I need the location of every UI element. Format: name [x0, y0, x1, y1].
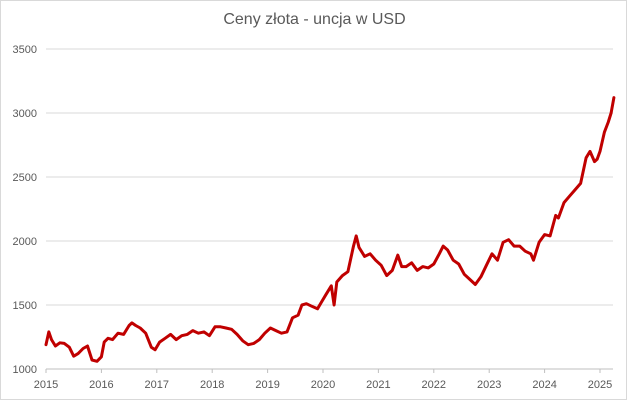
y-tick-label: 3000 [13, 108, 37, 120]
x-tick-label: 2020 [311, 379, 335, 391]
x-tick-label: 2016 [89, 379, 113, 391]
x-tick-label: 2025 [588, 379, 612, 391]
x-tick-label: 2019 [255, 379, 279, 391]
x-tick-label: 2017 [145, 379, 169, 391]
x-tick-label: 2015 [34, 379, 58, 391]
x-tick-label: 2024 [532, 379, 556, 391]
x-tick-label: 2023 [477, 379, 501, 391]
x-tick-label: 2018 [200, 379, 224, 391]
y-tick-label: 3500 [13, 44, 37, 56]
y-tick-label: 2000 [13, 236, 37, 248]
x-tick-label: 2022 [422, 379, 446, 391]
y-tick-label: 1000 [13, 364, 37, 376]
y-tick-label: 1500 [13, 300, 37, 312]
x-tick-label: 2021 [366, 379, 390, 391]
gold-price-line [44, 96, 616, 363]
chart-title: Ceny złota - uncja w USD [223, 11, 406, 28]
y-tick-label: 2500 [13, 172, 37, 184]
